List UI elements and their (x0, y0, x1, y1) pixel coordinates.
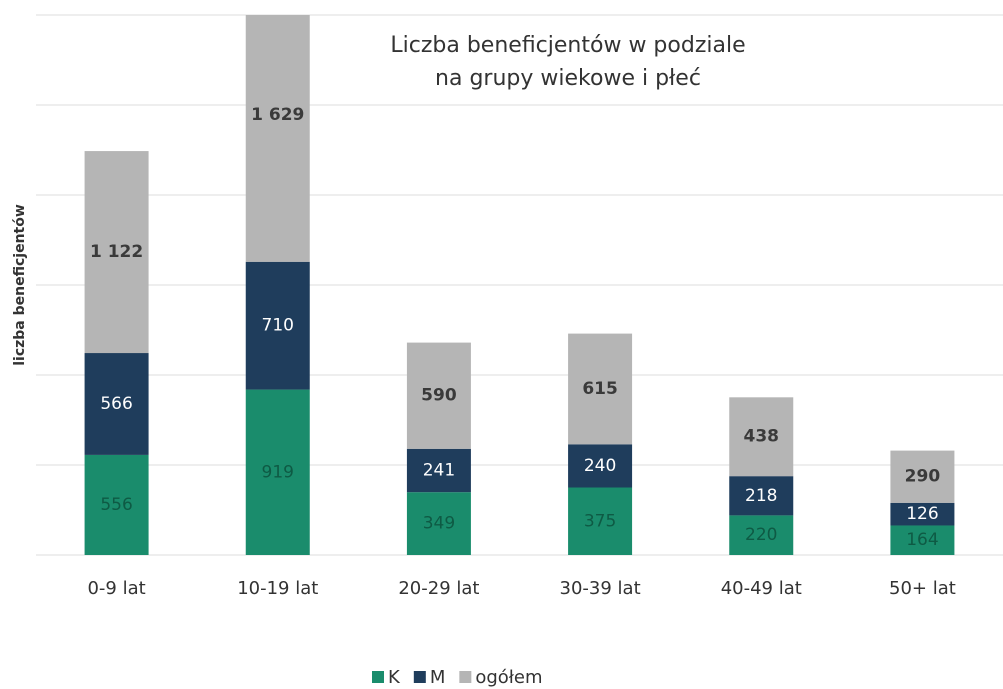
bar-segment (729, 476, 794, 516)
bar-segment (890, 450, 955, 503)
legend-swatch (413, 671, 426, 683)
chart-title: na grupy wiekowe i płeć (435, 66, 701, 91)
bar-segment (245, 15, 310, 262)
bar-segment (890, 502, 955, 526)
data-label: 438 (744, 427, 780, 447)
data-label: 1 629 (251, 105, 304, 125)
bar-segment (245, 261, 310, 390)
legend-label: ogółem (475, 667, 542, 688)
data-label: 615 (582, 379, 618, 399)
data-label: 375 (584, 511, 616, 531)
legend-label: M (430, 667, 446, 688)
x-tick-label: 10-19 lat (237, 578, 318, 599)
x-tick-label: 50+ lat (889, 578, 956, 599)
data-label: 126 (906, 504, 938, 524)
legend-label: K (388, 667, 401, 688)
bar-segment (406, 342, 471, 449)
data-label: 241 (423, 460, 455, 480)
bar-segment (84, 353, 149, 455)
bar-segment (890, 525, 955, 555)
x-tick-label: 0-9 lat (87, 578, 145, 599)
bar-segment (245, 389, 310, 555)
data-label: 919 (262, 462, 294, 482)
data-label: 220 (745, 525, 777, 545)
data-label: 290 (905, 467, 941, 487)
bar-segment (84, 454, 149, 555)
data-label: 556 (100, 495, 132, 515)
chart-title: Liczba beneficjentów w podziale (390, 33, 745, 58)
bar-segment (729, 515, 794, 555)
bar-segment (568, 487, 633, 555)
x-tick-label: 20-29 lat (398, 578, 479, 599)
bar-segment (406, 448, 471, 493)
x-tick-label: 30-39 lat (560, 578, 641, 599)
bar-segment (84, 151, 149, 354)
legend-swatch (372, 671, 384, 683)
x-tick-label: 40-49 lat (721, 578, 802, 599)
data-label: 710 (262, 316, 294, 336)
bar-segment (406, 492, 471, 555)
data-label: 590 (421, 386, 457, 406)
bar-segment (729, 397, 794, 477)
data-label: 349 (423, 514, 455, 534)
data-label: 1 122 (90, 242, 143, 262)
bar-segment (568, 444, 633, 488)
data-label: 164 (906, 530, 938, 550)
data-label: 218 (745, 486, 777, 506)
legend-swatch (459, 671, 472, 683)
bar-segment (568, 333, 633, 445)
data-label: 240 (584, 456, 616, 476)
plot-area (84, 15, 955, 555)
data-label: 566 (100, 394, 132, 414)
y-axis-label: liczba beneficjentów (12, 204, 28, 366)
